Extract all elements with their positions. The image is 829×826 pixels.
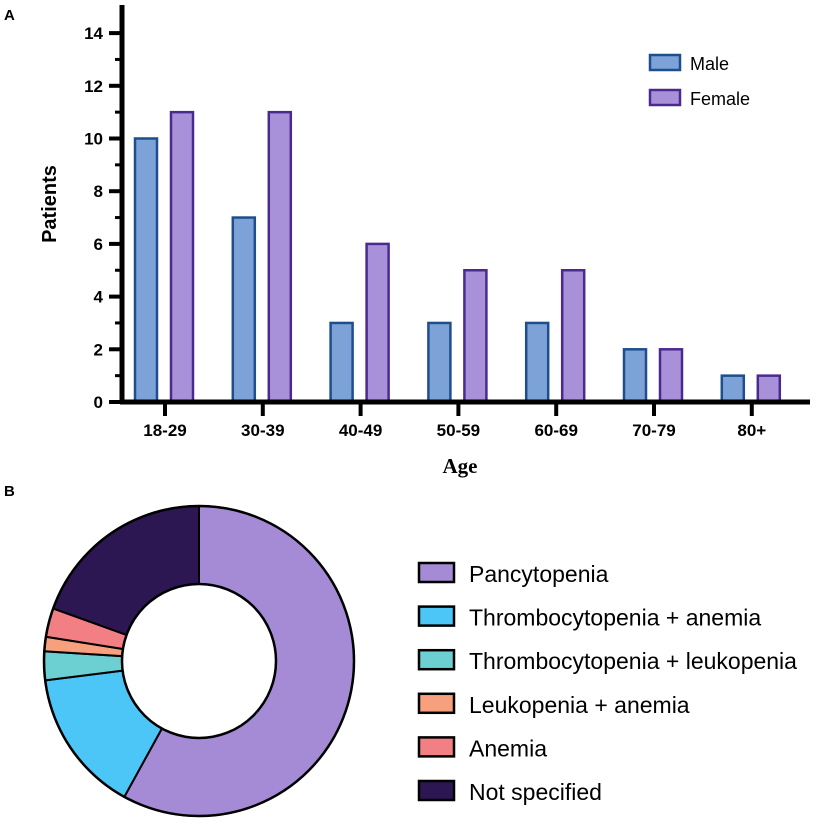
x-tick-label-60-69: 60-69 [534,421,577,440]
legend-swatch-thrombocytopenia-leukopenia [417,648,456,671]
legend-swatch-male [648,53,682,72]
x-axis-title: Age [443,454,478,478]
y-tick-label: 0 [94,393,103,412]
bar-female-30-39 [267,110,293,404]
x-tick-label-30-39: 30-39 [241,421,284,440]
bar-male-18-29 [133,137,159,404]
bar-legend: Male Female [648,53,750,109]
legend-label-thrombocytopenia-leukopenia: Thrombocytopenia + leukopenia [469,648,797,674]
bar-chart: 0 2 4 6 8 10 12 14 18-29 30-39 40-49 50-59 60-69 70-… [39,5,810,478]
bar-marks [133,110,782,404]
bar-male-60-69 [524,321,550,404]
legend-label-pancytopenia: Pancytopenia [469,561,609,587]
y-axis-title: Patients [39,165,61,243]
legend-label-thrombocytopenia-anemia: Thrombocytopenia + anemia [469,605,761,631]
y-axis: 0 2 4 6 8 10 12 14 [84,5,125,412]
y-tick-label: 2 [94,340,103,359]
legend-swatch-not-specified [417,779,456,802]
y-tick-label: 6 [94,235,103,254]
bar-female-18-29 [169,110,195,404]
legend-swatch-pancytopenia [417,561,456,584]
y-tick-label: 12 [84,77,103,96]
legend-label-anemia: Anemia [469,735,547,761]
bar-male-70-79 [622,348,648,404]
y-tick-label: 4 [94,288,104,307]
bar-male-40-49 [329,321,354,404]
bar-female-50-59 [463,269,488,404]
bar-male-30-39 [231,216,257,404]
legend-swatch-female [648,88,682,107]
legend-swatch-leukopenia-anemia [417,692,456,715]
bar-male-50-59 [427,321,452,404]
panel-label-a: A [4,7,15,24]
x-tick-label-80: 80+ [737,421,766,440]
donut-outline [42,504,356,818]
donut-hole [120,582,278,740]
legend-label-female: Female [690,89,750,109]
pie-legend: Pancytopenia Thrombocytopenia + anemia Thr… [417,561,797,805]
y-tick-label: 10 [84,130,103,149]
x-tick-label-18-29: 18-29 [143,421,186,440]
panel-label-b: B [4,483,15,500]
legend-label-not-specified: Not specified [469,779,602,805]
legend-swatch-thrombocytopenia-anemia [417,605,456,627]
y-tick-label: 14 [84,24,103,43]
x-tick-label-40-49: 40-49 [339,421,382,440]
x-tick-label-70-79: 70-79 [632,421,675,440]
bar-male-80 [720,374,746,404]
legend-swatch-anemia [417,736,456,758]
x-tick-label-50-59: 50-59 [437,421,480,440]
legend-label-leukopenia-anemia: Leukopenia + anemia [469,692,690,718]
bar-female-60-69 [560,269,586,404]
legend-label-male: Male [690,54,729,74]
bar-female-80 [756,374,782,404]
bar-female-70-79 [658,348,684,404]
bar-female-40-49 [365,242,390,404]
x-axis: 18-29 30-39 40-49 50-59 60-69 70-79 80+ [120,399,810,440]
donut-chart [42,504,356,818]
y-tick-label: 8 [94,182,103,201]
